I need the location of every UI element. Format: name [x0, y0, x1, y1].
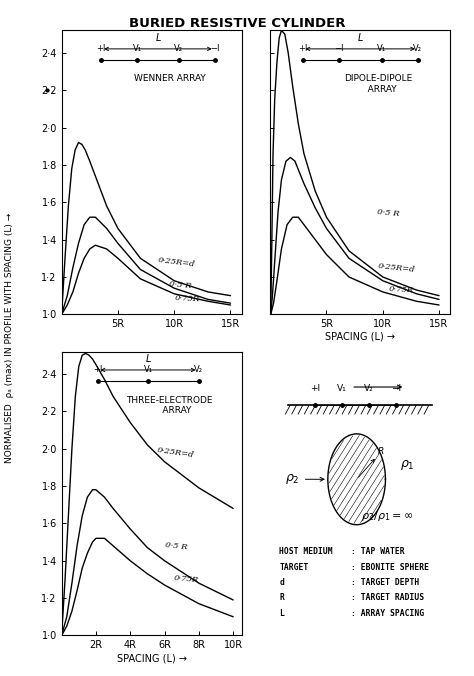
Text: R: R: [279, 594, 284, 602]
Text: HOST MEDIUM: HOST MEDIUM: [279, 548, 333, 556]
Text: V₁: V₁: [377, 44, 386, 53]
Text: 0·5 R: 0·5 R: [377, 208, 400, 218]
Text: BURIED RESISTIVE CYLINDER: BURIED RESISTIVE CYLINDER: [129, 17, 345, 30]
Text: 0·25R=d: 0·25R=d: [156, 446, 194, 459]
Text: +I: +I: [97, 44, 106, 53]
Text: $\rho_2$: $\rho_2$: [284, 473, 299, 486]
Text: 0·5 R: 0·5 R: [164, 541, 188, 551]
Text: L: L: [155, 33, 161, 43]
Text: +I: +I: [310, 384, 320, 393]
Text: V₂: V₂: [174, 44, 183, 53]
Text: L: L: [279, 609, 284, 618]
Text: −I: −I: [334, 44, 343, 53]
Text: : EBONITE SPHERE: : EBONITE SPHERE: [351, 562, 429, 572]
Text: −I: −I: [391, 384, 401, 393]
Text: : TARGET DEPTH: : TARGET DEPTH: [351, 578, 419, 587]
X-axis label: SPACING (L) →: SPACING (L) →: [117, 653, 187, 663]
Text: −I: −I: [210, 44, 219, 53]
Text: WENNER ARRAY: WENNER ARRAY: [134, 74, 206, 83]
Text: 0·5 R: 0·5 R: [169, 281, 191, 291]
Text: V₂: V₂: [413, 44, 422, 53]
Text: 0·75R: 0·75R: [388, 285, 414, 295]
Text: DIPOLE-DIPOLE
   ARRAY: DIPOLE-DIPOLE ARRAY: [344, 74, 412, 94]
Text: 0·75R: 0·75R: [174, 294, 200, 303]
Text: $\rho_2/\rho_1=\infty$: $\rho_2/\rho_1=\infty$: [361, 509, 413, 523]
X-axis label: SPACING (L) →: SPACING (L) →: [325, 332, 395, 342]
Text: V₂: V₂: [365, 384, 374, 393]
Text: 0·25R=d: 0·25R=d: [377, 262, 415, 274]
Text: V₂: V₂: [194, 365, 203, 375]
Text: : ARRAY SPACING: : ARRAY SPACING: [351, 609, 424, 618]
Text: d: d: [279, 578, 284, 587]
Text: +I: +I: [93, 365, 102, 375]
Text: $\rho_1$: $\rho_1$: [400, 458, 415, 472]
Text: 0·25R=d: 0·25R=d: [157, 256, 195, 268]
Text: : TAP WATER: : TAP WATER: [351, 548, 405, 556]
Text: NORMALISED  ρₐ (max) IN PROFILE WITH SPACING (L) →: NORMALISED ρₐ (max) IN PROFILE WITH SPAC…: [5, 213, 14, 463]
Text: L: L: [357, 33, 363, 43]
Text: R: R: [377, 447, 383, 456]
Text: V₁: V₁: [144, 365, 153, 375]
Text: 0·75R: 0·75R: [173, 575, 199, 585]
Text: L: L: [146, 354, 151, 364]
Text: TARGET: TARGET: [279, 562, 309, 572]
Text: +I: +I: [298, 44, 307, 53]
Text: : TARGET RADIUS: : TARGET RADIUS: [351, 594, 424, 602]
Text: THREE-ELECTRODE
     ARRAY: THREE-ELECTRODE ARRAY: [127, 395, 213, 415]
Text: V₁: V₁: [133, 44, 142, 53]
Text: V₁: V₁: [337, 384, 347, 393]
